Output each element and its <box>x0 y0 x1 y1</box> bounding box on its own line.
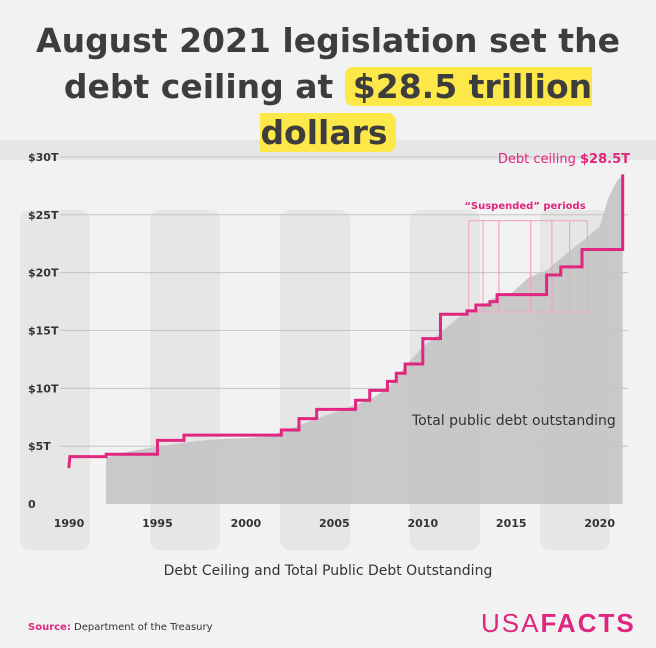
y-tick-label: $20T <box>28 267 59 280</box>
ceiling-annotation: Debt ceiling $28.5T <box>498 152 630 167</box>
x-tick-label: 2010 <box>407 517 438 530</box>
x-tick-label: 1990 <box>54 517 85 530</box>
x-tick-label: 2015 <box>496 517 527 530</box>
source-label: Source: <box>28 622 71 633</box>
logo-part-2: FACTS <box>540 608 636 638</box>
y-tick-label: $10T <box>28 382 59 395</box>
y-tick-label: $5T <box>28 440 51 453</box>
chart-subtitle: Debt Ceiling and Total Public Debt Outst… <box>163 563 493 579</box>
x-tick-label: 2000 <box>231 517 262 530</box>
x-tick-label: 1995 <box>142 517 173 530</box>
usafacts-logo: USAFACTS <box>481 608 636 639</box>
y-tick-label: $30T <box>28 151 59 164</box>
y-tick-label: $15T <box>28 325 59 338</box>
suspended-period-marker <box>468 220 484 313</box>
debt-area <box>106 175 623 505</box>
logo-part-1: USA <box>481 608 541 638</box>
suspended-annotation: “Suspended” periods <box>464 201 585 212</box>
debt-area-annotation: Total public debt outstanding <box>411 413 616 429</box>
y-tick-label: 0 <box>28 498 36 511</box>
source-text: Department of the Treasury <box>74 622 213 633</box>
debt-ceiling-line <box>67 174 625 469</box>
headline-line-1: August 2021 legislation set the <box>36 21 620 60</box>
headline-line-2: debt ceiling at $28.5 trillion dollars <box>0 64 656 156</box>
source-note: Source: Department of the Treasury <box>28 622 213 633</box>
headline-line-2-prefix: debt ceiling at <box>63 67 345 106</box>
ceiling-annotation-label: Debt ceiling <box>498 152 580 167</box>
x-tick-label: 2020 <box>584 517 615 530</box>
x-tick-label: 2005 <box>319 517 350 530</box>
headline: August 2021 legislation set the debt cei… <box>0 18 656 156</box>
ceiling-annotation-value: $28.5T <box>580 152 630 167</box>
y-tick-label: $25T <box>28 209 59 222</box>
